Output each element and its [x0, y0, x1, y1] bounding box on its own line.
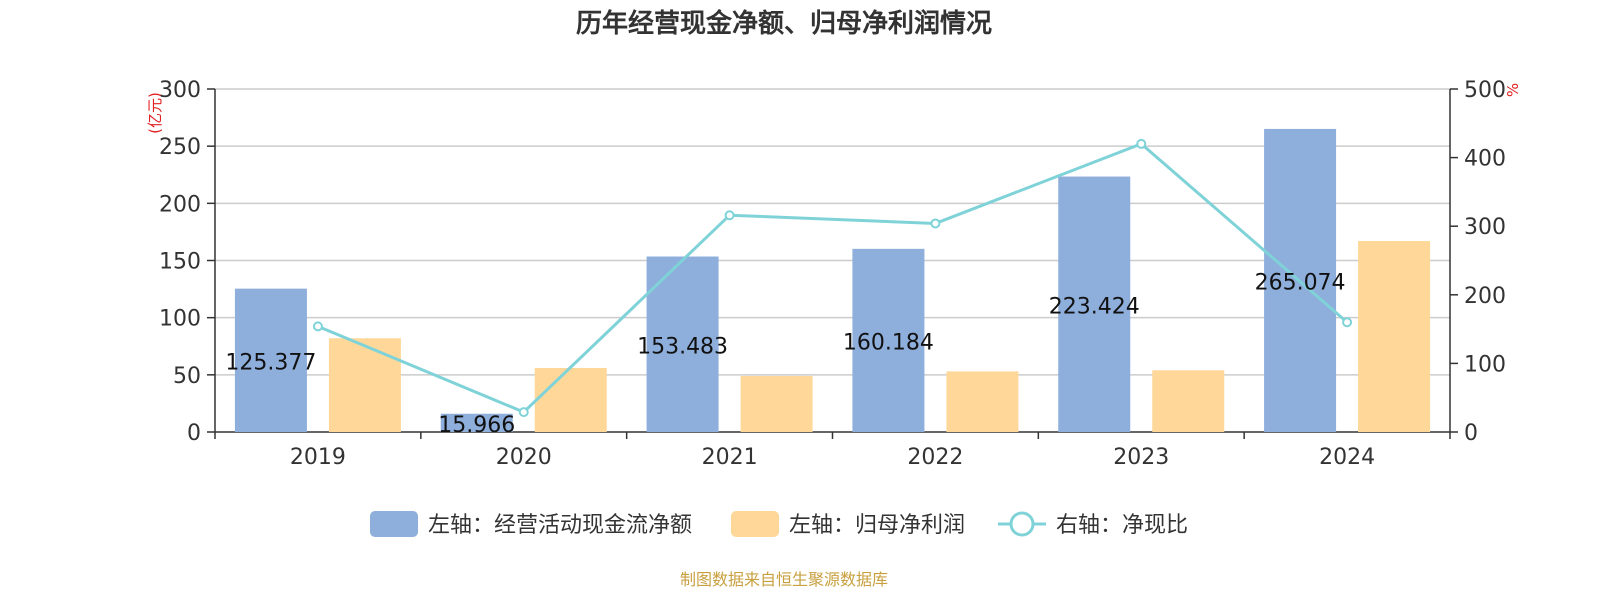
bar-operating-cashflow [440, 413, 513, 432]
legend-label-ratio: 右轴：净现比 [1056, 513, 1188, 538]
ratio-point [724, 210, 735, 221]
x-tick-label: 2020 [496, 445, 552, 470]
x-tick-label: 2022 [907, 445, 963, 470]
right-tick-label: 100 [1464, 352, 1506, 377]
data-label: 223.424 [1049, 294, 1140, 319]
legend-label-net-profit: 左轴：归母净利润 [789, 513, 965, 538]
left-tick-label: 250 [159, 135, 201, 160]
left-tick-label: 0 [187, 421, 201, 446]
bar-net-profit [328, 338, 401, 432]
left-tick-label: 150 [159, 250, 201, 275]
right-tick-label: 400 [1464, 147, 1506, 172]
data-label: 125.377 [225, 350, 316, 375]
legend-swatch-net-profit [731, 511, 779, 537]
data-label: 160.184 [843, 330, 934, 355]
data-labels: 125.377 15.966 153.483 160.184 223.424 265.07… [225, 270, 1345, 437]
bar-operating-cashflow [646, 256, 719, 432]
ratio-point [930, 218, 941, 229]
legend[interactable]: 左轴：经营活动现金流净额 左轴：归母净利润 右轴：净现比 [370, 511, 1188, 538]
right-tick-label: 200 [1464, 284, 1506, 309]
ratio-line [312, 138, 1353, 418]
data-label: 153.483 [637, 334, 728, 359]
bar-net-profit [946, 371, 1019, 432]
ratio-line-path [317, 142, 1349, 414]
left-axis-unit: (亿元) [146, 92, 164, 134]
data-label: 15.966 [438, 413, 515, 438]
ratio-point [1136, 138, 1147, 149]
ratio-point [312, 321, 323, 332]
x-tick-label: 2024 [1319, 445, 1375, 470]
left-tick-label: 300 [159, 78, 201, 103]
left-tick-label: 100 [159, 307, 201, 332]
right-tick-label: 0 [1464, 421, 1478, 446]
left-tick-label: 200 [159, 192, 201, 217]
legend-marker-ratio [1009, 511, 1035, 537]
bar-operating-cashflow [234, 288, 307, 432]
legend-label-cashflow: 左轴：经营活动现金流净额 [428, 513, 692, 538]
axes: 0 50 100 150 200 250 300 0 100 200 300 400 500 2019 20… [159, 78, 1506, 470]
legend-swatch-cashflow [370, 511, 418, 537]
x-tick-label: 2023 [1113, 445, 1169, 470]
chart-title: 历年经营现金净额、归母净利润情况 [576, 8, 992, 39]
right-tick-label: 300 [1464, 215, 1506, 240]
right-axis-unit: % [1504, 83, 1522, 97]
bar-net-profit [740, 375, 813, 432]
ratio-point [1342, 317, 1353, 328]
source-note: 制图数据来自恒生聚源数据库 [680, 570, 888, 589]
bar-net-profit [1358, 241, 1431, 432]
bar-operating-cashflow [852, 248, 925, 432]
bar-net-profit [1152, 370, 1225, 432]
left-tick-label: 50 [173, 364, 201, 389]
x-tick-label: 2019 [290, 445, 346, 470]
bar-net-profit [534, 367, 607, 432]
ratio-point [518, 407, 529, 418]
grid-lines [215, 88, 1450, 376]
data-label: 265.074 [1255, 270, 1346, 295]
bar-operating-cashflow [1058, 176, 1131, 432]
x-tick-label: 2021 [702, 445, 758, 470]
bars [234, 128, 1431, 432]
right-tick-label: 500 [1464, 78, 1506, 103]
